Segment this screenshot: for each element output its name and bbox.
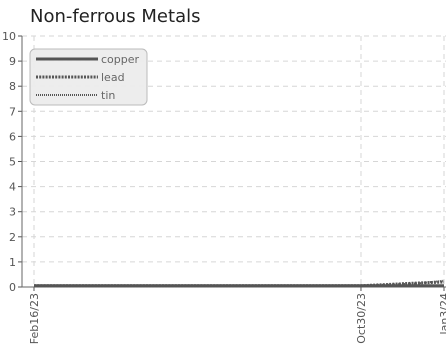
x-tick-label: Feb16/23 xyxy=(28,293,41,344)
y-tick-label: 3 xyxy=(9,206,16,219)
y-tick-label: 10 xyxy=(2,30,16,43)
chart-title: Non-ferrous Metals xyxy=(30,6,201,27)
x-tick-label: Oct30/23 xyxy=(355,293,368,344)
series-line-tin xyxy=(34,279,445,287)
series-layer xyxy=(34,279,445,288)
legend-label-lead: lead xyxy=(101,71,125,84)
y-tick-label: 9 xyxy=(9,55,16,68)
y-tick-label: 7 xyxy=(9,105,16,118)
legend-label-tin: tin xyxy=(101,89,115,102)
legend-label-copper: copper xyxy=(101,53,140,66)
x-tick-label: Jan3/24 xyxy=(438,293,446,336)
y-tick-label: 1 xyxy=(9,256,16,269)
y-tick-label: 2 xyxy=(9,231,16,244)
y-tick-label: 8 xyxy=(9,80,16,93)
y-tick-label: 4 xyxy=(9,181,16,194)
y-tick-label: 0 xyxy=(9,281,16,294)
axis-layer: 0 1 2 3 4 5 6 7 8 9 10 Feb16/23 Oct30/23 Jan3/24 xyxy=(2,30,446,344)
legend: copper lead tin xyxy=(29,48,148,106)
y-tick-label: 5 xyxy=(9,156,16,169)
y-tick-label: 6 xyxy=(9,130,16,143)
